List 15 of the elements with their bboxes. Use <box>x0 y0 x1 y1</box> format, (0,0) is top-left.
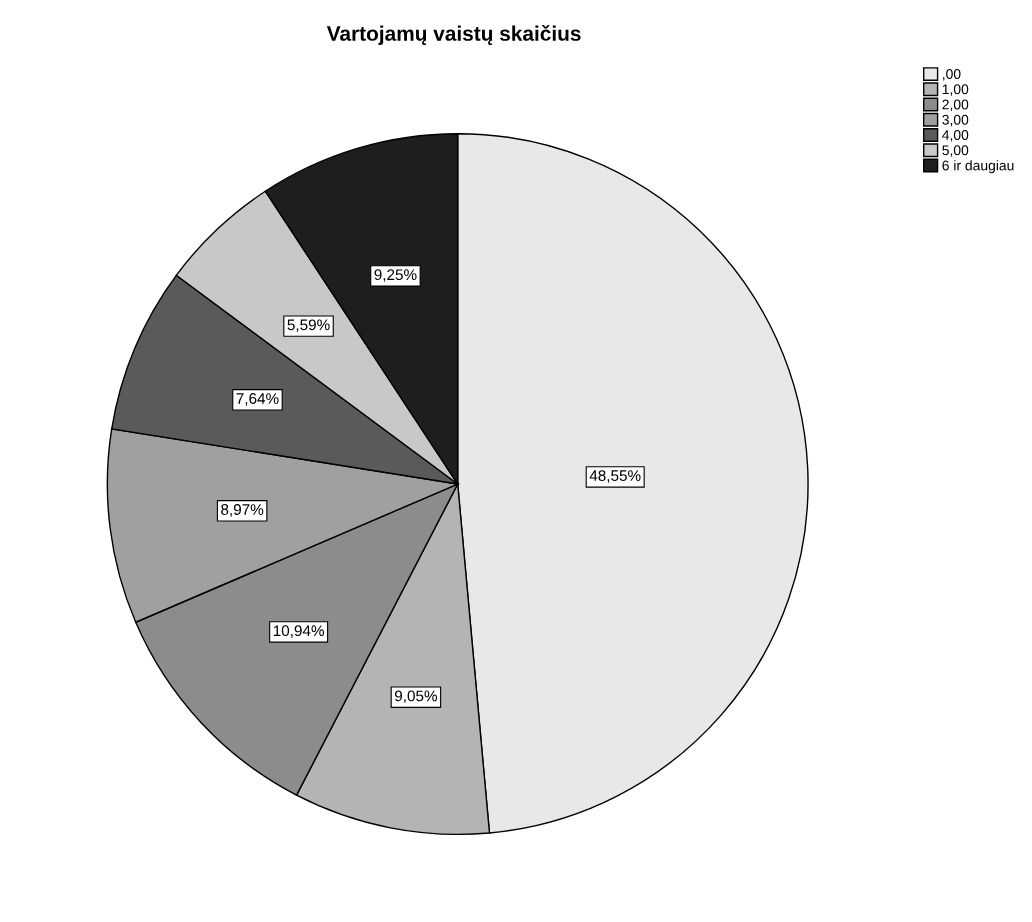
legend-label: ,00 <box>943 69 961 81</box>
legend-label: 6 ir daugiau <box>942 160 1014 174</box>
legend-label: 5,00 <box>942 145 969 157</box>
data-label: 5,59% <box>287 319 330 333</box>
data-label: 7,64% <box>236 393 279 406</box>
data-label: 10,94% <box>273 625 324 638</box>
legend-label: 3,00 <box>942 114 969 127</box>
data-label: 8,97% <box>221 504 264 517</box>
data-label: 9,25% <box>374 269 417 282</box>
legend-label: 2,00 <box>942 99 969 112</box>
legend-label: 4,00 <box>942 130 969 142</box>
chart-title: Vartojamų vaistų skaičius <box>326 25 581 45</box>
data-label: 9,05% <box>394 690 438 704</box>
data-label: 48,55% <box>589 470 641 483</box>
legend-label: 1,00 <box>942 84 969 96</box>
